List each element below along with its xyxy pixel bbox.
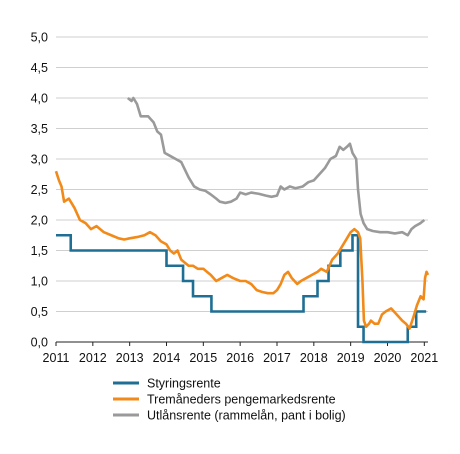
x-tick-label: 2020 (374, 351, 402, 365)
y-tick-label: 1,5 (31, 244, 48, 258)
y-tick-label: 3,0 (31, 153, 48, 167)
x-tick-label: 2013 (116, 351, 144, 365)
y-tick-label: 0,5 (31, 305, 48, 319)
series-line-0 (56, 233, 427, 344)
legend-label: Tremåneders pengemarkedsrente (147, 393, 336, 407)
x-tick-label: 2011 (43, 351, 70, 365)
x-tick-label: 2019 (337, 351, 365, 365)
series-line-1 (54, 170, 430, 330)
y-tick-label: 4,5 (31, 61, 48, 75)
y-tick-label: 1,0 (31, 275, 48, 289)
y-tick-label: 5,0 (31, 31, 48, 45)
y-tick-label: 2,0 (31, 214, 48, 228)
legend-label: Utlånsrente (rammelån, pant i bolig) (147, 409, 346, 423)
series-line-2 (126, 96, 426, 237)
x-tick-label: 2018 (300, 351, 328, 365)
y-tick-label: 2,5 (31, 183, 48, 197)
x-tick-label: 2015 (189, 351, 217, 365)
x-tick-label: 2012 (79, 351, 107, 365)
x-tick-label: 2014 (153, 351, 181, 365)
legend-label: Styringsrente (147, 377, 221, 391)
legend: Styringsrente Tremåneders pengemarkedsren… (113, 377, 346, 423)
y-axis-tick-labels: 0,0 0,5 1,0 1,5 2,0 2,5 3,0 3,5 4,0 4,5 5,0 (31, 31, 48, 350)
x-tick-label: 2016 (226, 351, 254, 365)
x-tick-label: 2021 (410, 351, 438, 365)
series-lines (54, 96, 430, 344)
gridlines (56, 36, 428, 312)
y-tick-label: 3,5 (31, 122, 48, 136)
x-axis-tick-labels: 2011 2012 2013 2014 2015 2016 2017 2018 2019 2020… (43, 351, 439, 365)
y-tick-label: 4,0 (31, 92, 48, 106)
x-tick-label: 2017 (263, 351, 291, 365)
y-tick-label: 0,0 (31, 336, 48, 350)
